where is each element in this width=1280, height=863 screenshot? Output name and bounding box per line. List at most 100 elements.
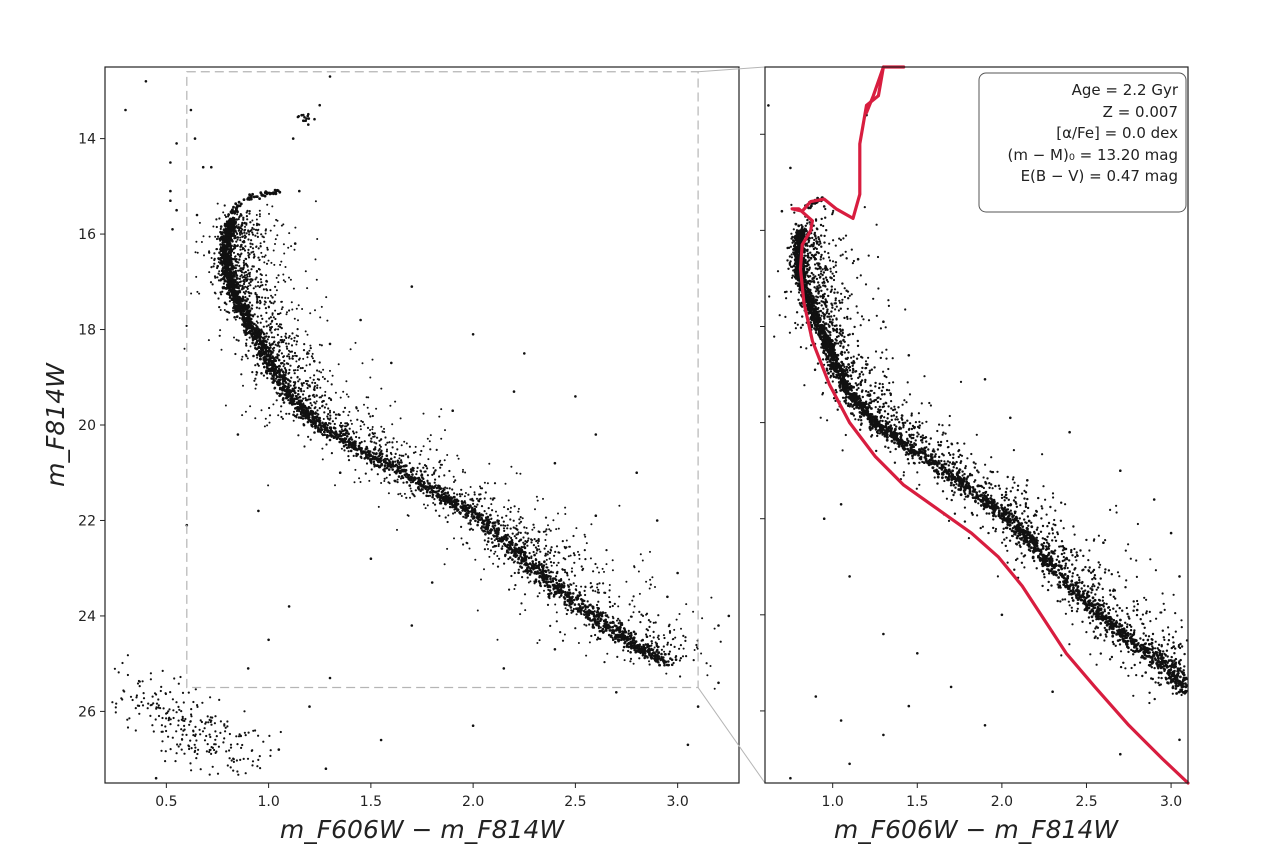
star-point <box>287 372 290 375</box>
star-point <box>630 643 633 646</box>
star-point <box>272 374 276 377</box>
star-point <box>532 523 535 526</box>
star-point <box>277 354 280 357</box>
star-point <box>695 643 698 647</box>
star-point <box>198 221 201 224</box>
star-point <box>309 402 312 405</box>
star-point <box>183 347 186 350</box>
star-point <box>432 466 435 469</box>
star-point <box>288 309 291 312</box>
star-point <box>258 307 261 310</box>
star-point <box>572 552 576 555</box>
star-point <box>378 455 381 458</box>
star-point <box>181 733 184 736</box>
star-point <box>446 491 450 494</box>
star-point <box>286 311 288 314</box>
star-point <box>513 553 516 556</box>
star-point <box>642 643 645 647</box>
star-point <box>246 265 249 268</box>
star-point <box>239 233 242 236</box>
star-point <box>274 238 277 241</box>
star-point <box>505 538 508 542</box>
star-point <box>536 542 539 544</box>
star-point <box>603 619 607 622</box>
star-point <box>537 539 540 543</box>
star-point <box>461 470 464 473</box>
star-point <box>219 329 222 332</box>
star-point <box>302 349 306 352</box>
star-point <box>346 435 349 438</box>
star-point <box>577 603 581 606</box>
star-point <box>398 466 401 469</box>
star-point <box>234 280 237 283</box>
star-point <box>584 586 587 589</box>
star-point <box>600 613 604 616</box>
star-point <box>297 380 300 383</box>
star-point <box>380 425 383 428</box>
star-point <box>435 448 438 451</box>
star-point <box>193 743 196 746</box>
star-point <box>287 396 290 399</box>
star-point <box>297 389 300 392</box>
star-point <box>251 764 254 767</box>
star-point <box>230 262 234 266</box>
star-point <box>534 508 536 511</box>
star-point <box>232 270 236 273</box>
star-point <box>505 537 508 540</box>
star-point <box>315 278 318 281</box>
star-point <box>326 319 329 322</box>
star-point <box>296 369 299 372</box>
star-point <box>373 441 376 444</box>
star-point <box>623 630 626 634</box>
star-point <box>459 505 463 508</box>
star-point <box>293 384 296 386</box>
star-point <box>634 645 637 648</box>
star-point <box>524 540 527 543</box>
star-point <box>246 314 248 317</box>
star-point <box>299 388 302 391</box>
star-point <box>471 517 475 520</box>
star-point <box>280 300 283 303</box>
star-point <box>537 560 541 564</box>
star-point <box>261 341 265 345</box>
star-point <box>359 428 362 431</box>
star-point <box>541 578 544 582</box>
star-point <box>487 507 490 510</box>
field-star-point <box>236 433 240 436</box>
star-point <box>233 298 236 302</box>
field-star-point <box>594 433 598 436</box>
star-point <box>620 632 624 636</box>
star-point <box>216 235 220 238</box>
star-point <box>570 570 574 573</box>
star-point <box>152 730 155 733</box>
star-point <box>221 255 224 258</box>
star-point <box>533 580 536 583</box>
star-point <box>256 297 259 301</box>
star-point <box>267 349 271 352</box>
star-point <box>277 274 280 277</box>
star-point <box>255 337 258 341</box>
star-point <box>431 473 434 476</box>
star-point <box>354 448 357 451</box>
star-point <box>605 563 608 566</box>
star-point <box>311 381 314 384</box>
star-point <box>440 408 443 411</box>
star-point <box>408 478 412 482</box>
star-point <box>589 582 592 585</box>
star-point <box>602 582 605 585</box>
star-point <box>593 610 596 613</box>
star-point <box>433 498 436 501</box>
star-point <box>506 543 510 547</box>
star-point <box>480 578 482 581</box>
star-point <box>673 628 676 631</box>
star-point <box>256 315 259 318</box>
star-point <box>264 190 268 194</box>
star-point <box>275 218 278 221</box>
star-point <box>317 426 320 430</box>
star-point <box>701 617 704 620</box>
star-point <box>639 649 642 653</box>
star-point <box>270 368 273 371</box>
field-star-point <box>318 103 322 107</box>
star-point <box>651 576 654 579</box>
star-point <box>228 289 231 292</box>
